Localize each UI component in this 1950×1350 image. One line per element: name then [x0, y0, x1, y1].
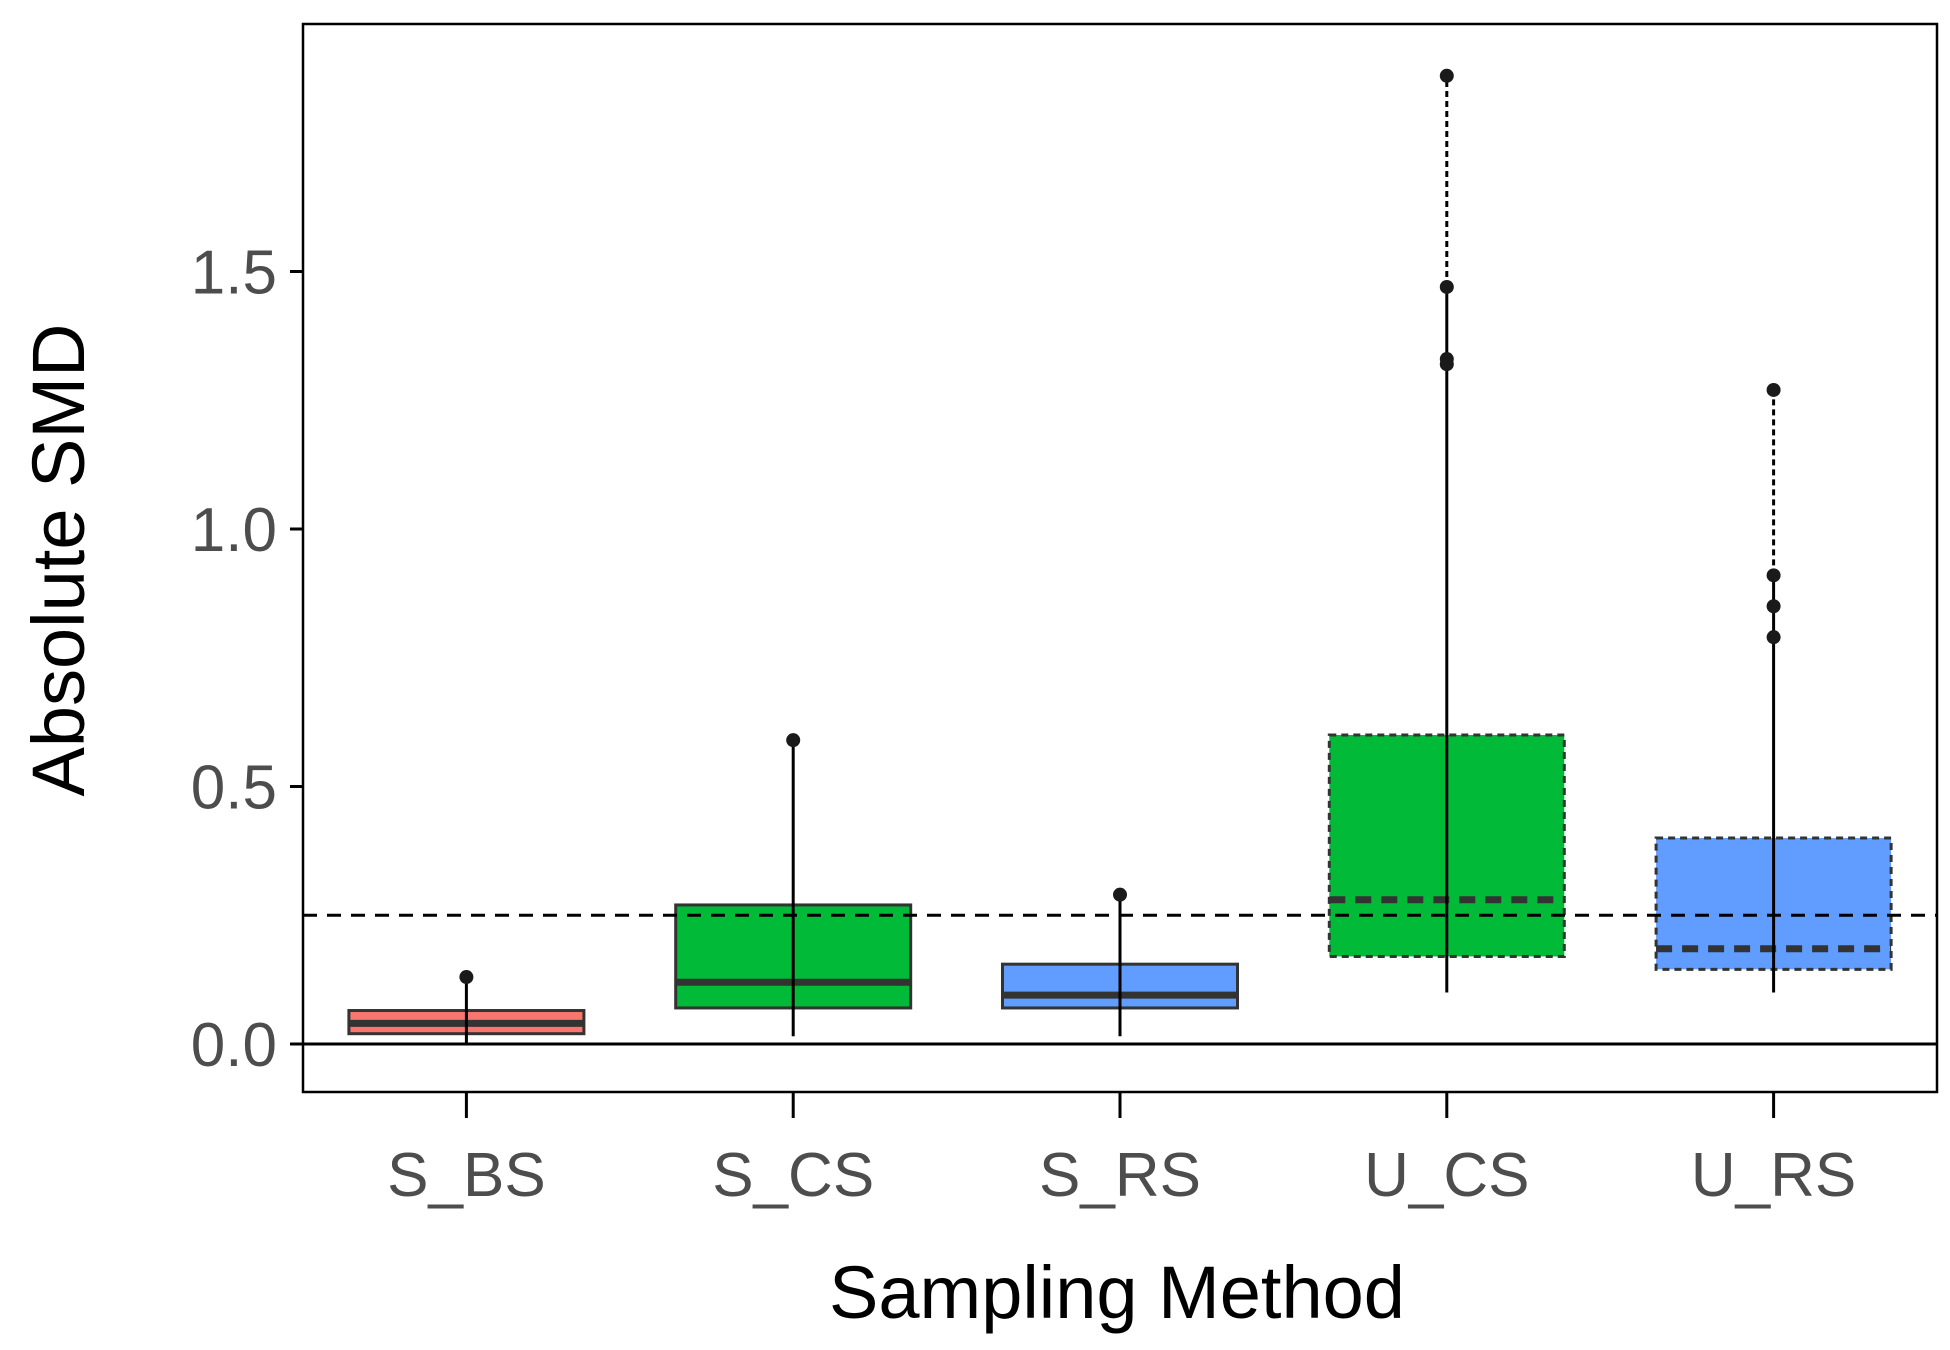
whisker-U_RS — [1766, 382, 1781, 993]
x-tick-label: U_RS — [1691, 1141, 1856, 1210]
whisker-S_CS — [786, 733, 801, 1037]
x-axis-title: Sampling Method — [829, 1251, 1405, 1334]
x-tick-label: U_CS — [1364, 1141, 1529, 1210]
outlier-point — [1766, 382, 1781, 397]
outlier-point — [1766, 630, 1781, 645]
x-axis: S_BS S_CS S_RS U_CS U_RS — [387, 1092, 1856, 1210]
y-axis: 0.0 0.5 1.0 1.5 — [191, 239, 303, 1080]
whisker-S_BS — [459, 970, 474, 1044]
plot-area — [301, 22, 1939, 1094]
outlier-point — [1766, 568, 1781, 583]
y-tick-label: 1.5 — [191, 239, 277, 308]
y-tick-label: 0.5 — [191, 754, 277, 823]
x-tick-label: S_CS — [712, 1141, 874, 1210]
x-tick-label: S_RS — [1039, 1141, 1201, 1210]
outlier-point — [1113, 887, 1127, 902]
outlier-point — [1766, 599, 1781, 614]
outlier-point — [786, 733, 801, 748]
outlier-point — [459, 970, 474, 985]
outlier-point — [1439, 68, 1454, 83]
y-axis-title: Absolute SMD — [17, 324, 100, 797]
whisker-S_RS — [1113, 887, 1127, 1037]
y-tick-label: 1.0 — [191, 496, 277, 565]
outlier-point — [1439, 352, 1454, 367]
x-tick-label: S_BS — [387, 1141, 546, 1210]
whisker-U_CS — [1439, 68, 1454, 993]
outlier-point — [1439, 279, 1454, 294]
y-tick-label: 0.0 — [191, 1011, 277, 1080]
